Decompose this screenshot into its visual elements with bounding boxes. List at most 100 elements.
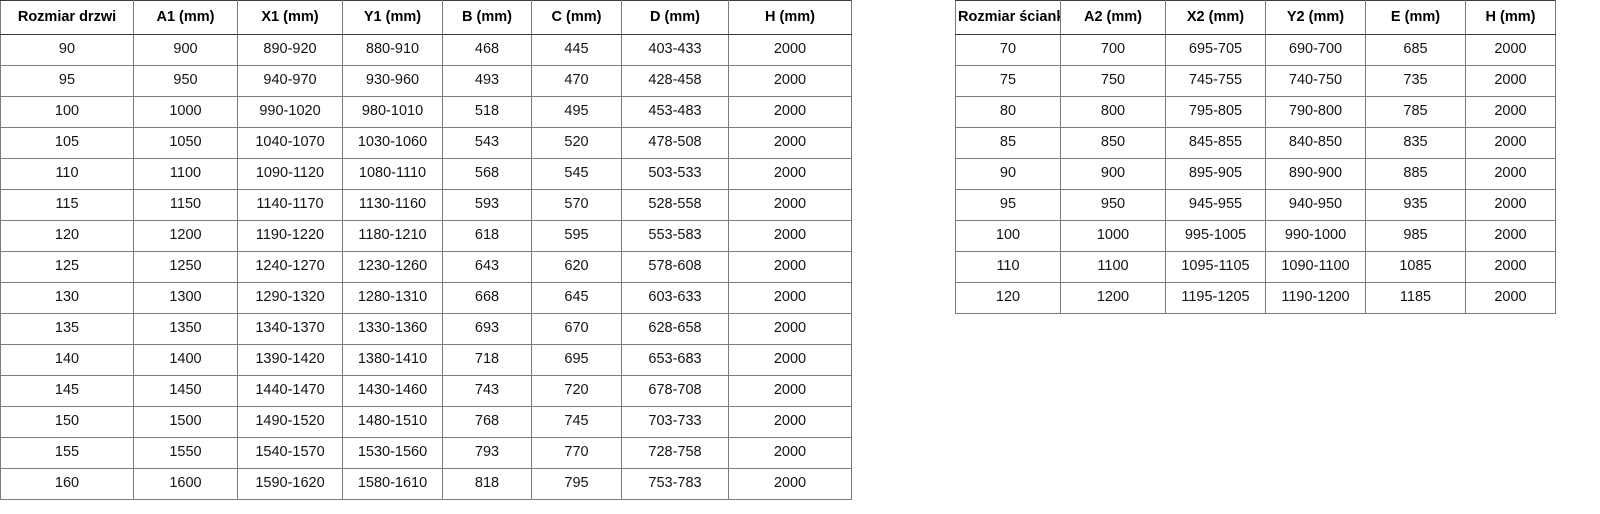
cell-door-size: 150 (0, 406, 134, 438)
cell-y2: 790-800 (1265, 96, 1366, 128)
column-header-y2: Y2 (mm) (1265, 0, 1366, 35)
cell-d: 678-708 (621, 375, 729, 407)
cell-h: 2000 (728, 313, 852, 345)
cell-x1: 940-970 (237, 65, 343, 97)
cell-x1: 990-1020 (237, 96, 343, 128)
cell-door-size: 145 (0, 375, 134, 407)
cell-y1: 1580-1610 (342, 468, 443, 500)
cell-d: 728-758 (621, 437, 729, 469)
cell-b: 643 (442, 251, 532, 283)
wall-table-header: Rozmiar ścianki A2 (mm) X2 (mm) Y2 (mm) … (955, 0, 1556, 35)
cell-y2: 890-900 (1265, 158, 1366, 190)
table-row: 110 1100 1090-1120 1080-1110 568 545 503-533 20… (0, 158, 852, 190)
cell-wall-size: 120 (955, 282, 1061, 314)
cell-y1: 1030-1060 (342, 127, 443, 159)
cell-d: 478-508 (621, 127, 729, 159)
cell-b: 693 (442, 313, 532, 345)
cell-e: 1185 (1365, 282, 1466, 314)
cell-b: 818 (442, 468, 532, 500)
column-header-door-size: Rozmiar drzwi (0, 0, 134, 35)
cell-x1: 1190-1220 (237, 220, 343, 252)
cell-h: 2000 (728, 251, 852, 283)
cell-y2: 990-1000 (1265, 220, 1366, 252)
cell-x2: 945-955 (1165, 189, 1266, 221)
cell-a2: 1000 (1060, 220, 1166, 252)
cell-h: 2000 (1465, 251, 1556, 283)
cell-h: 2000 (728, 344, 852, 376)
cell-x1: 1240-1270 (237, 251, 343, 283)
cell-a1: 900 (133, 34, 238, 66)
cell-h: 2000 (1465, 65, 1556, 97)
table-header-row: Rozmiar ścianki A2 (mm) X2 (mm) Y2 (mm) … (955, 0, 1556, 35)
table-row: 155 1550 1540-1570 1530-1560 793 770 728-758 20… (0, 437, 852, 469)
cell-x2: 895-905 (1165, 158, 1266, 190)
table-row: 145 1450 1440-1470 1430-1460 743 720 678-708 20… (0, 375, 852, 407)
table-header-row: Rozmiar drzwi A1 (mm) X1 (mm) Y1 (mm) B … (0, 0, 852, 35)
cell-x1: 1440-1470 (237, 375, 343, 407)
cell-x2: 745-755 (1165, 65, 1266, 97)
cell-door-size: 155 (0, 437, 134, 469)
cell-door-size: 135 (0, 313, 134, 345)
table-row: 85 850 845-855 840-850 835 2000 (955, 127, 1556, 159)
cell-y1: 1280-1310 (342, 282, 443, 314)
column-header-h: H (mm) (1465, 0, 1556, 35)
cell-e: 985 (1365, 220, 1466, 252)
column-header-wall-size: Rozmiar ścianki (955, 0, 1061, 35)
cell-a1: 1500 (133, 406, 238, 438)
table-row: 105 1050 1040-1070 1030-1060 543 520 478-508 20… (0, 127, 852, 159)
cell-b: 593 (442, 189, 532, 221)
cell-x1: 1140-1170 (237, 189, 343, 221)
table-row: 135 1350 1340-1370 1330-1360 693 670 628-658 20… (0, 313, 852, 345)
column-header-a1: A1 (mm) (133, 0, 238, 35)
cell-wall-size: 100 (955, 220, 1061, 252)
cell-c: 770 (531, 437, 622, 469)
cell-y1: 1130-1160 (342, 189, 443, 221)
cell-b: 468 (442, 34, 532, 66)
cell-d: 578-608 (621, 251, 729, 283)
cell-y1: 1230-1260 (342, 251, 443, 283)
cell-y2: 1190-1200 (1265, 282, 1366, 314)
door-table-header: Rozmiar drzwi A1 (mm) X1 (mm) Y1 (mm) B … (0, 0, 852, 35)
cell-e: 935 (1365, 189, 1466, 221)
cell-y1: 1530-1560 (342, 437, 443, 469)
cell-h: 2000 (728, 127, 852, 159)
cell-h: 2000 (728, 437, 852, 469)
cell-c: 520 (531, 127, 622, 159)
cell-b: 768 (442, 406, 532, 438)
cell-h: 2000 (728, 65, 852, 97)
cell-door-size: 115 (0, 189, 134, 221)
cell-a1: 1250 (133, 251, 238, 283)
cell-a1: 1600 (133, 468, 238, 500)
cell-b: 668 (442, 282, 532, 314)
cell-door-size: 125 (0, 251, 134, 283)
cell-h: 2000 (1465, 158, 1556, 190)
cell-h: 2000 (728, 468, 852, 500)
cell-e: 835 (1365, 127, 1466, 159)
cell-e: 685 (1365, 34, 1466, 66)
cell-h: 2000 (728, 375, 852, 407)
cell-y1: 1080-1110 (342, 158, 443, 190)
cell-h: 2000 (728, 189, 852, 221)
cell-d: 528-558 (621, 189, 729, 221)
column-header-c: C (mm) (531, 0, 622, 35)
cell-a1: 1400 (133, 344, 238, 376)
cell-a1: 950 (133, 65, 238, 97)
cell-c: 670 (531, 313, 622, 345)
table-row: 90 900 895-905 890-900 885 2000 (955, 158, 1556, 190)
cell-h: 2000 (728, 282, 852, 314)
cell-h: 2000 (1465, 282, 1556, 314)
cell-b: 793 (442, 437, 532, 469)
cell-h: 2000 (728, 220, 852, 252)
cell-x1: 1290-1320 (237, 282, 343, 314)
cell-x1: 890-920 (237, 34, 343, 66)
cell-y2: 1090-1100 (1265, 251, 1366, 283)
cell-d: 453-483 (621, 96, 729, 128)
cell-c: 545 (531, 158, 622, 190)
cell-door-size: 95 (0, 65, 134, 97)
cell-c: 445 (531, 34, 622, 66)
cell-c: 695 (531, 344, 622, 376)
cell-c: 720 (531, 375, 622, 407)
cell-x2: 995-1005 (1165, 220, 1266, 252)
cell-h: 2000 (1465, 127, 1556, 159)
